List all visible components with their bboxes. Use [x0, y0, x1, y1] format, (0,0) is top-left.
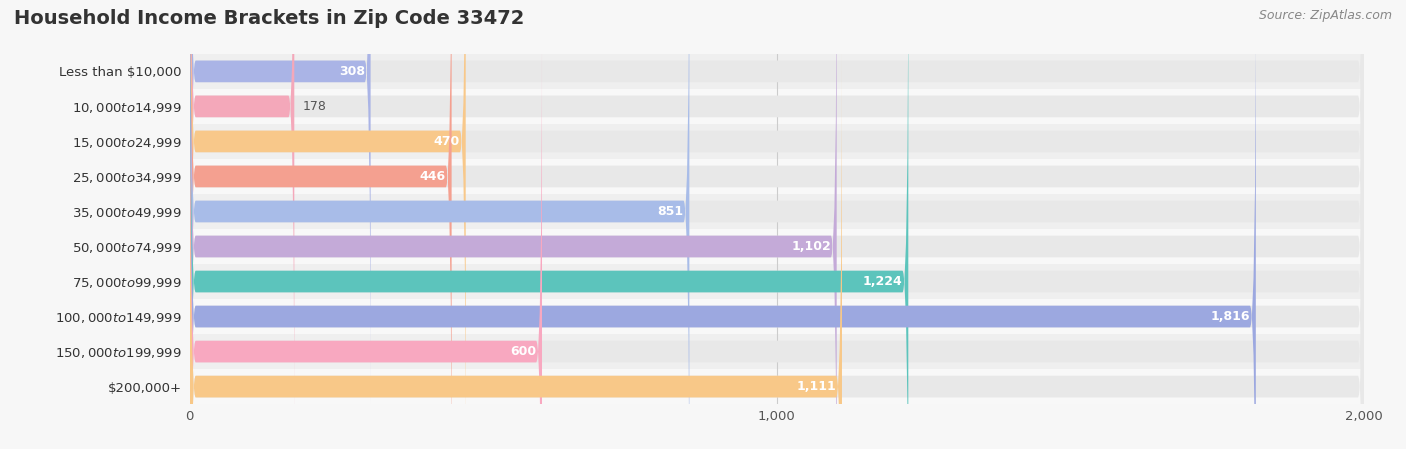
FancyBboxPatch shape	[190, 0, 1364, 449]
Text: 1,111: 1,111	[796, 380, 837, 393]
FancyBboxPatch shape	[190, 0, 1256, 449]
FancyBboxPatch shape	[190, 0, 1364, 446]
FancyBboxPatch shape	[190, 229, 1364, 264]
Text: 178: 178	[304, 100, 328, 113]
Text: 1,102: 1,102	[792, 240, 831, 253]
Text: 446: 446	[419, 170, 446, 183]
FancyBboxPatch shape	[190, 0, 837, 449]
Text: 1,224: 1,224	[863, 275, 903, 288]
FancyBboxPatch shape	[190, 0, 294, 446]
Text: 308: 308	[339, 65, 364, 78]
FancyBboxPatch shape	[190, 47, 1364, 449]
FancyBboxPatch shape	[190, 264, 1364, 299]
Text: Household Income Brackets in Zip Code 33472: Household Income Brackets in Zip Code 33…	[14, 9, 524, 28]
FancyBboxPatch shape	[190, 0, 1364, 449]
FancyBboxPatch shape	[190, 194, 1364, 229]
FancyBboxPatch shape	[190, 334, 1364, 369]
FancyBboxPatch shape	[190, 0, 451, 449]
FancyBboxPatch shape	[190, 0, 1364, 449]
Text: 1,816: 1,816	[1211, 310, 1250, 323]
FancyBboxPatch shape	[190, 12, 541, 449]
FancyBboxPatch shape	[190, 0, 371, 411]
FancyBboxPatch shape	[190, 0, 689, 449]
FancyBboxPatch shape	[190, 0, 1364, 411]
FancyBboxPatch shape	[190, 0, 465, 449]
FancyBboxPatch shape	[190, 0, 1364, 449]
Text: 851: 851	[658, 205, 683, 218]
FancyBboxPatch shape	[190, 0, 1364, 449]
FancyBboxPatch shape	[190, 369, 1364, 404]
FancyBboxPatch shape	[190, 299, 1364, 334]
FancyBboxPatch shape	[190, 0, 1364, 449]
FancyBboxPatch shape	[190, 0, 908, 449]
FancyBboxPatch shape	[190, 12, 1364, 449]
FancyBboxPatch shape	[190, 159, 1364, 194]
FancyBboxPatch shape	[190, 124, 1364, 159]
FancyBboxPatch shape	[190, 89, 1364, 124]
Text: 600: 600	[510, 345, 536, 358]
Text: 470: 470	[433, 135, 460, 148]
Text: Source: ZipAtlas.com: Source: ZipAtlas.com	[1258, 9, 1392, 22]
FancyBboxPatch shape	[190, 47, 842, 449]
FancyBboxPatch shape	[190, 54, 1364, 89]
